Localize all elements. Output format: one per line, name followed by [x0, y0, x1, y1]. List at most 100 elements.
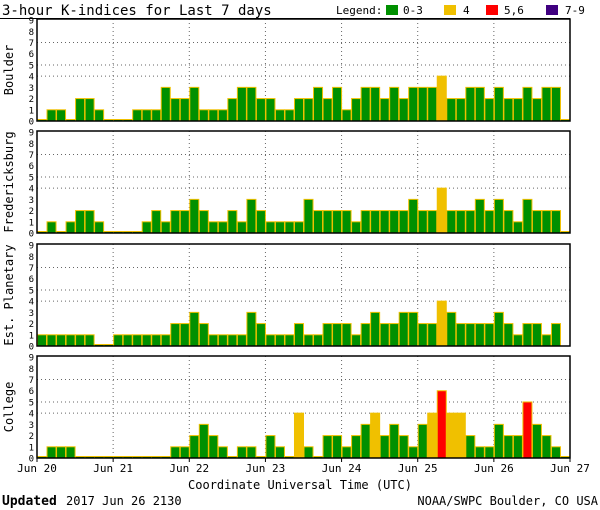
bar — [541, 334, 552, 347]
bar — [265, 435, 276, 459]
bar — [160, 221, 171, 234]
bar — [236, 221, 247, 234]
legend-entry-5-6: 5,6 — [504, 4, 524, 17]
bar — [446, 412, 457, 459]
bar — [493, 198, 504, 234]
bar — [341, 210, 352, 234]
updated-value: 2017 Jun 26 2130 — [66, 494, 182, 508]
x-tick-label: Jun 22 — [169, 462, 209, 475]
y-tick-label: 0 — [29, 455, 34, 465]
panel-frame — [36, 130, 571, 234]
bar — [198, 323, 209, 347]
bar — [56, 109, 67, 122]
legend-entry-4: 4 — [463, 4, 470, 17]
bar — [322, 435, 333, 459]
x-tick-label: Jun 25 — [398, 462, 438, 475]
bar — [284, 221, 295, 234]
bar — [465, 210, 476, 234]
y-tick-label: 7 — [29, 151, 34, 161]
bar — [455, 210, 466, 234]
bar — [189, 435, 200, 459]
x-tick-label: Jun 26 — [474, 462, 514, 475]
bar — [474, 198, 485, 234]
bar — [465, 323, 476, 347]
x-axis-label: Coordinate Universal Time (UTC) — [188, 478, 412, 492]
bar — [484, 210, 495, 234]
bar — [332, 86, 343, 122]
bar — [179, 98, 190, 122]
bar — [436, 75, 447, 122]
bar — [455, 98, 466, 122]
y-tick-label: 7 — [29, 39, 34, 49]
bar — [65, 446, 76, 459]
bar — [493, 423, 504, 459]
bar — [398, 311, 409, 347]
bar — [379, 323, 390, 347]
bar — [484, 98, 495, 122]
panel-label: Boulder — [2, 45, 16, 96]
y-tick-label: 4 — [29, 73, 34, 83]
updated-label: Updated — [2, 494, 57, 509]
y-tick-label: 0 — [29, 118, 34, 128]
bar — [436, 390, 447, 459]
bar — [132, 334, 143, 347]
bar — [46, 446, 57, 459]
bar — [493, 311, 504, 347]
bar — [208, 334, 219, 347]
bar — [417, 86, 428, 122]
bar — [189, 198, 200, 234]
bar — [160, 86, 171, 122]
bar — [503, 210, 514, 234]
bar — [75, 210, 86, 234]
bar — [227, 98, 238, 122]
bar — [351, 435, 362, 459]
bar — [322, 210, 333, 234]
y-tick-label: 3 — [29, 421, 34, 431]
y-tick-label: 5 — [29, 286, 34, 296]
bar — [46, 334, 57, 347]
bar — [408, 311, 419, 347]
bar — [446, 311, 457, 347]
bar — [151, 334, 162, 347]
bar — [427, 323, 438, 347]
bar — [379, 435, 390, 459]
y-tick-label: 4 — [29, 185, 34, 195]
bar — [332, 435, 343, 459]
bar — [227, 334, 238, 347]
bar — [550, 323, 561, 347]
bar — [512, 98, 523, 122]
bar — [94, 109, 105, 122]
bar — [531, 323, 542, 347]
bar — [465, 86, 476, 122]
y-tick-label: 3 — [29, 196, 34, 206]
bar — [427, 86, 438, 122]
bar — [474, 446, 485, 459]
y-tick-label: 6 — [29, 50, 34, 60]
legend-entry-7-9: 7-9 — [565, 4, 585, 17]
y-tick-label: 4 — [29, 410, 34, 420]
bar — [122, 334, 133, 347]
y-tick-label: 1 — [29, 443, 34, 453]
y-tick-label: 6 — [29, 275, 34, 285]
y-tick-label: 3 — [29, 309, 34, 319]
y-tick-label: 9 — [29, 129, 34, 139]
bar — [379, 98, 390, 122]
bar — [170, 210, 181, 234]
legend-swatch-7-9 — [546, 5, 558, 15]
panel-frame — [36, 355, 571, 459]
legend: Legend: 0-3 4 5,6 7-9 — [336, 4, 585, 17]
bar — [512, 221, 523, 234]
bar — [370, 86, 381, 122]
bar — [141, 334, 152, 347]
y-tick-label: 2 — [29, 95, 34, 105]
bar — [246, 86, 257, 122]
y-tick-label: 6 — [29, 162, 34, 172]
bar — [351, 98, 362, 122]
bar — [379, 210, 390, 234]
y-tick-label: 9 — [29, 242, 34, 252]
bar — [531, 98, 542, 122]
bar — [332, 323, 343, 347]
y-tick-label: 0 — [29, 230, 34, 240]
bar — [436, 300, 447, 347]
footer-source: NOAA/SWPC Boulder, CO USA — [417, 494, 598, 508]
